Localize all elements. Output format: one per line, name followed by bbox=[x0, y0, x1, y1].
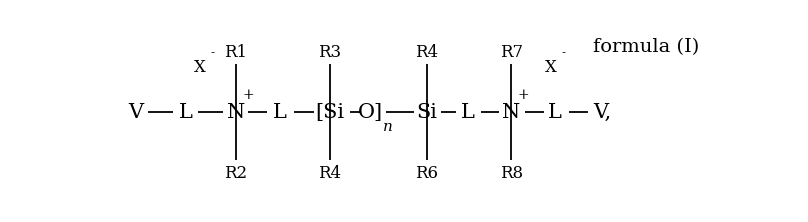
Text: R8: R8 bbox=[499, 165, 523, 182]
Text: formula (I): formula (I) bbox=[593, 38, 699, 56]
Text: -: - bbox=[561, 46, 566, 59]
Text: N: N bbox=[226, 103, 245, 122]
Text: R6: R6 bbox=[415, 165, 438, 182]
Text: R3: R3 bbox=[318, 44, 341, 61]
Text: N: N bbox=[502, 103, 520, 122]
Text: R4: R4 bbox=[415, 44, 438, 61]
Text: X: X bbox=[545, 59, 557, 76]
Text: R1: R1 bbox=[224, 44, 247, 61]
Text: V: V bbox=[128, 103, 143, 122]
Text: X: X bbox=[194, 59, 206, 76]
Text: L: L bbox=[461, 103, 474, 122]
Text: n: n bbox=[383, 121, 393, 135]
Text: Si: Si bbox=[416, 103, 437, 122]
Text: L: L bbox=[548, 103, 562, 122]
Text: V,: V, bbox=[593, 103, 611, 122]
Text: [Si: [Si bbox=[315, 103, 344, 122]
Text: +: + bbox=[518, 88, 529, 102]
Text: L: L bbox=[179, 103, 192, 122]
Text: R2: R2 bbox=[224, 165, 247, 182]
Text: R7: R7 bbox=[499, 44, 523, 61]
Text: O]: O] bbox=[358, 103, 383, 122]
Text: +: + bbox=[242, 88, 254, 102]
Text: R4: R4 bbox=[318, 165, 341, 182]
Text: L: L bbox=[272, 103, 286, 122]
Text: -: - bbox=[210, 46, 215, 59]
